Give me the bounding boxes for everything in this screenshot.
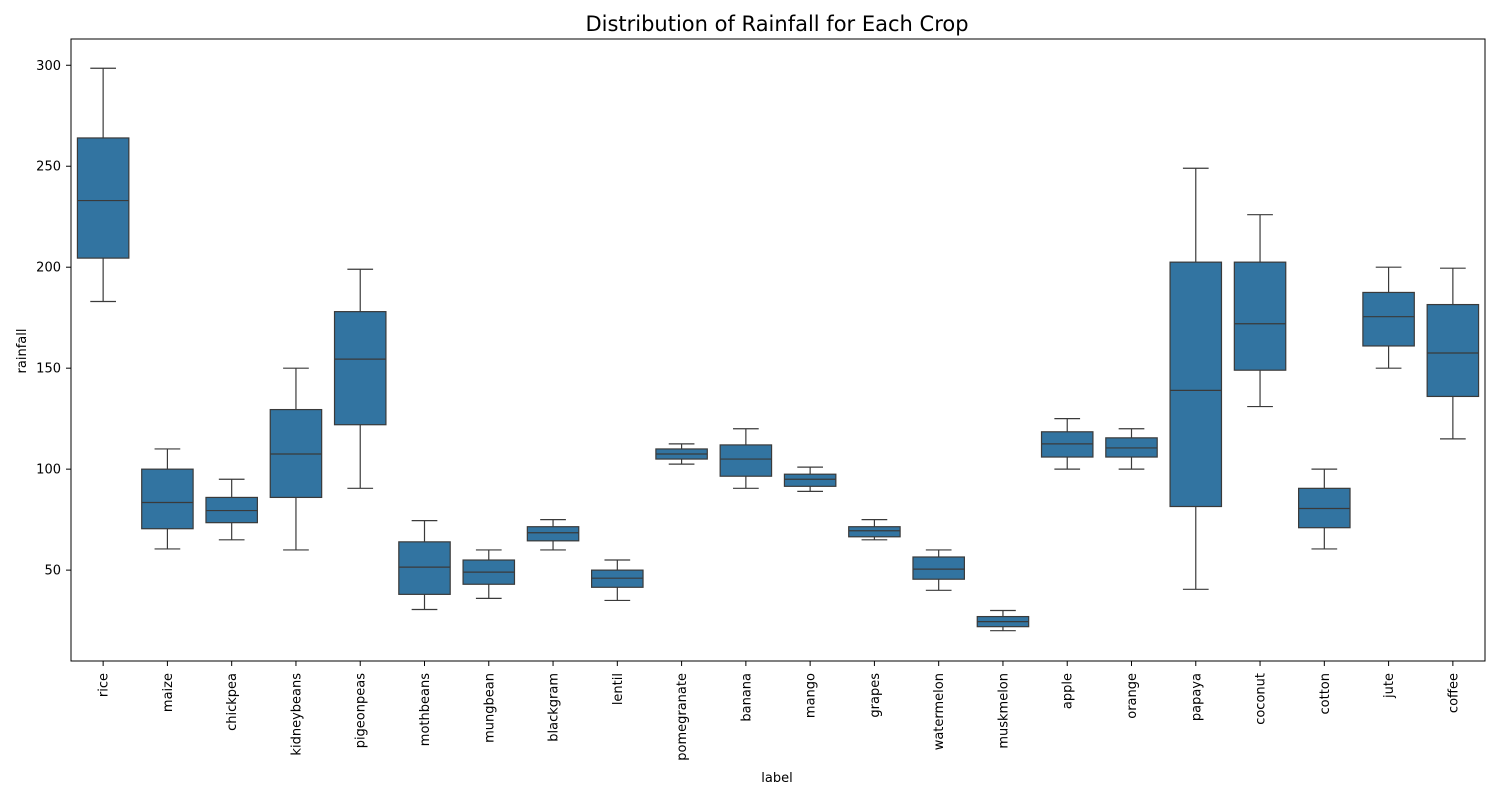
box-coffee: [1426, 303, 1480, 398]
box-maize: [141, 468, 194, 530]
x-tick-label: jute: [1382, 673, 1397, 699]
y-tick-label: 200: [36, 261, 61, 276]
x-tick-label: watermelon: [932, 673, 947, 750]
x-tick-label: papaya: [1189, 673, 1204, 721]
x-axis-label: label: [761, 771, 792, 786]
x-tick-label: grapes: [868, 673, 883, 718]
plot-area: 50 100 150 200 250 300 rice maize chickpea kidney…: [36, 38, 1486, 761]
x-tick-label: maize: [161, 673, 176, 712]
x-tick-label: blackgram: [547, 673, 562, 742]
x-tick-label: coconut: [1254, 673, 1269, 725]
x-tick-label: lentil: [611, 673, 626, 705]
box-pigeonpeas: [333, 311, 387, 426]
x-tick-label: mango: [804, 673, 819, 718]
x-tick-label: pomegranate: [675, 673, 690, 761]
y-tick-label: 150: [36, 362, 61, 377]
box-grapes: [848, 526, 901, 538]
y-tick-label: 300: [36, 59, 61, 74]
x-tick-label: kidneybeans: [289, 673, 304, 756]
box-jute: [1362, 291, 1415, 347]
x-tick-label: apple: [1061, 673, 1076, 709]
x-tick-label: coffee: [1446, 673, 1461, 713]
box-banana: [719, 444, 773, 477]
y-tick-label: 50: [44, 564, 61, 579]
y-tick-label: 100: [36, 463, 61, 478]
x-tick-label: rice: [97, 673, 112, 697]
x-tick-label: orange: [1125, 673, 1140, 719]
box-mothbeans: [398, 541, 451, 595]
chart-title: Distribution of Rainfall for Each Crop: [585, 12, 968, 36]
box-mango: [783, 473, 837, 487]
box-papaya: [1169, 261, 1223, 508]
x-tick-label: pigeonpeas: [354, 673, 369, 749]
x-tick-label: chickpea: [225, 673, 240, 731]
plot-frame: [70, 38, 1486, 662]
x-tick-label: mungbean: [482, 673, 497, 743]
y-tick-label: 250: [36, 160, 61, 175]
x-tick-label: mothbeans: [418, 673, 433, 746]
box-rice: [76, 137, 130, 259]
x-tick-label: muskmelon: [996, 673, 1011, 749]
y-axis-label: rainfall: [15, 329, 30, 374]
x-tick-label: banana: [739, 673, 754, 722]
box-coconut: [1233, 261, 1287, 371]
box-watermelon: [912, 556, 965, 580]
box-blackgram: [526, 526, 580, 542]
x-tick-label: cotton: [1318, 673, 1333, 715]
